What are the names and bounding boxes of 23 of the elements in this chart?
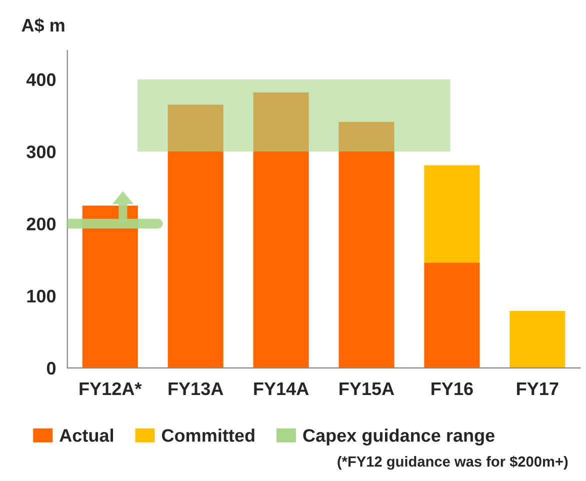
y-tick-label: 200 <box>26 218 56 230</box>
bar <box>424 262 480 368</box>
x-tick-label: FY17 <box>517 382 558 395</box>
x-tick-label: FY14A <box>254 382 309 395</box>
legend-label: Capex guidance range <box>303 428 494 446</box>
y-tick-label: 0 <box>46 362 56 375</box>
bar <box>168 104 224 368</box>
bar <box>424 165 480 263</box>
bar <box>82 206 138 368</box>
x-tick-label: FY15A <box>340 382 394 396</box>
bar <box>510 310 566 368</box>
y-tick-label: 400 <box>26 73 56 86</box>
x-tick-label: FY12A* <box>80 382 142 395</box>
y-tick-label: 100 <box>27 290 56 303</box>
y-tick-label: 300 <box>26 145 56 158</box>
bar <box>338 122 394 368</box>
y-axis-title: A$ m <box>22 18 64 33</box>
bar <box>253 92 309 368</box>
legend-label: Actual <box>60 428 114 442</box>
x-tick-label: FY16 <box>432 382 473 396</box>
x-tick-label: FY13A <box>168 382 224 396</box>
legend-label: Committed <box>162 428 254 442</box>
text: (*FY12 guidance was for $200m+) <box>338 456 568 470</box>
